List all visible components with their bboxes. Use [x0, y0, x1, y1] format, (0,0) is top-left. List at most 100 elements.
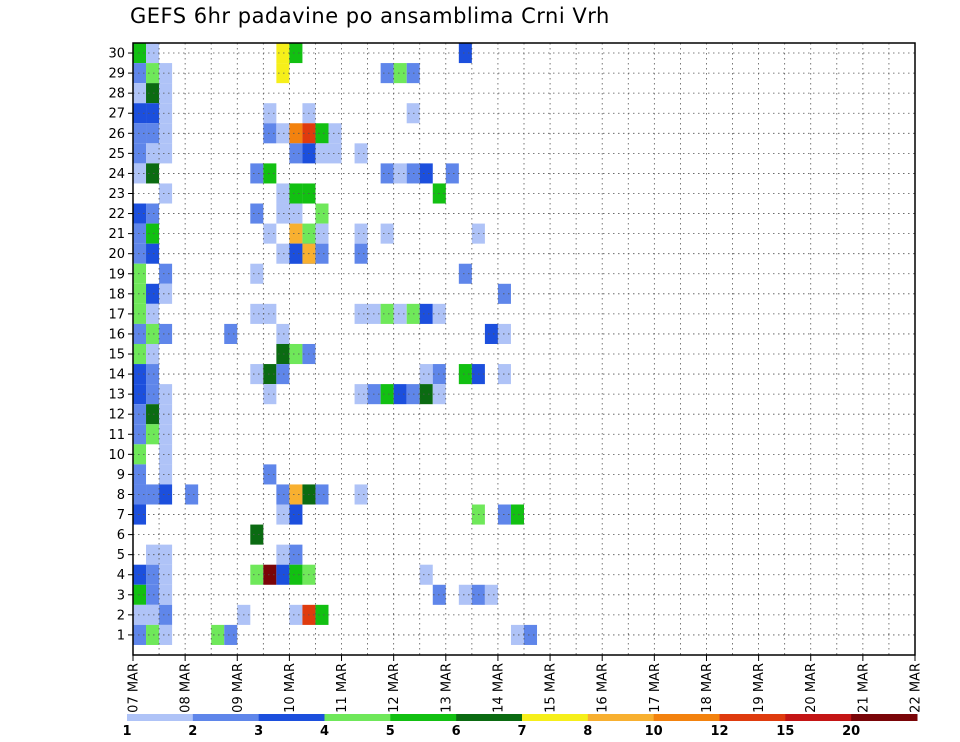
heatmap-cell — [185, 484, 199, 505]
heatmap-cell — [380, 384, 394, 405]
heatmap-cell — [133, 163, 147, 184]
x-tick-label: 20 MAR — [804, 663, 819, 713]
heatmap-cell — [146, 83, 160, 104]
heatmap-cell — [250, 364, 264, 385]
heatmap-cell — [159, 584, 173, 605]
heatmap-cell — [133, 43, 147, 64]
heatmap-cell — [328, 123, 342, 144]
heatmap-cell — [315, 484, 329, 505]
heatmap-cell — [133, 263, 147, 284]
heatmap-cell — [263, 223, 277, 244]
heatmap-cell — [263, 163, 277, 184]
colorbar-label: 15 — [776, 724, 794, 739]
heatmap-cell — [146, 364, 160, 385]
heatmap-cell — [211, 624, 225, 645]
heatmap-cell — [263, 103, 277, 124]
y-tick-label: 11 — [108, 428, 125, 443]
heatmap-cell — [315, 223, 329, 244]
colorbar-label: 2 — [188, 724, 197, 739]
x-tick-label: 10 MAR — [283, 663, 298, 713]
y-tick-label: 27 — [108, 107, 125, 122]
y-tick-label: 8 — [117, 488, 125, 503]
heatmap-cell — [263, 384, 277, 405]
heatmap-cell — [263, 364, 277, 385]
x-tick-label: 11 MAR — [335, 663, 350, 713]
heatmap-cell — [289, 143, 303, 164]
heatmap-cell — [315, 604, 329, 625]
heatmap-cell — [354, 384, 368, 405]
heatmap-cell — [276, 323, 290, 344]
heatmap-cell — [159, 83, 173, 104]
heatmap-cell — [289, 544, 303, 565]
heatmap-cell — [393, 63, 407, 84]
heatmap-cell — [133, 424, 147, 445]
x-tick-label: 08 MAR — [179, 663, 194, 713]
colorbar-label: 10 — [645, 724, 663, 739]
y-tick-label: 2 — [117, 608, 125, 623]
x-tick-label: 14 MAR — [491, 663, 506, 713]
heatmap-cell — [146, 424, 160, 445]
heatmap-cell — [250, 263, 264, 284]
heatmap-cell — [276, 364, 290, 385]
heatmap-cell — [133, 103, 147, 124]
heatmap-cell — [315, 203, 329, 224]
heatmap-cell — [289, 564, 303, 585]
y-tick-label: 22 — [108, 207, 125, 222]
heatmap-cell — [133, 243, 147, 264]
y-tick-label: 17 — [108, 307, 125, 322]
heatmap-cell — [315, 243, 329, 264]
heatmap-cell — [133, 364, 147, 385]
colorbar-label: 3 — [254, 724, 263, 739]
heatmap-cell — [510, 504, 524, 525]
heatmap-cell — [263, 303, 277, 324]
heatmap-cell — [354, 243, 368, 264]
heatmap-cell — [146, 564, 160, 585]
heatmap-cell — [133, 203, 147, 224]
heatmap-cell — [250, 163, 264, 184]
heatmap-cell — [159, 183, 173, 204]
heatmap-cell — [380, 163, 394, 184]
heatmap-cell — [146, 203, 160, 224]
colorbar-swatch — [653, 714, 720, 721]
heatmap-cell — [133, 123, 147, 144]
heatmap-cell — [224, 323, 238, 344]
colorbar-swatch — [456, 714, 523, 721]
heatmap-cell — [250, 564, 264, 585]
colorbar-label: 1 — [122, 724, 131, 739]
heatmap-cell — [133, 504, 147, 525]
x-tick-label: 13 MAR — [439, 663, 454, 713]
heatmap-cell — [146, 384, 160, 405]
heatmap-cell — [146, 303, 160, 324]
colorbar-label: 5 — [386, 724, 395, 739]
heatmap-cell — [146, 624, 160, 645]
colorbar-swatch — [719, 714, 786, 721]
x-tick-label: 18 MAR — [700, 663, 715, 713]
heatmap-cell — [159, 444, 173, 465]
heatmap-cell — [289, 183, 303, 204]
y-tick-label: 14 — [108, 368, 125, 383]
heatmap-cell — [159, 143, 173, 164]
heatmap-cell — [289, 123, 303, 144]
heatmap-cell — [146, 604, 160, 625]
colorbar-label: 7 — [517, 724, 526, 739]
heatmap-cell — [380, 223, 394, 244]
heatmap-cell — [445, 163, 459, 184]
heatmap-cell — [133, 143, 147, 164]
heatmap-cell — [315, 123, 329, 144]
heatmap-cell — [146, 584, 160, 605]
heatmap-cell — [393, 303, 407, 324]
heatmap-cell — [146, 243, 160, 264]
heatmap-cell — [146, 143, 160, 164]
heatmap-cell — [419, 163, 433, 184]
y-tick-label: 18 — [108, 287, 125, 302]
grid-lines — [133, 43, 915, 655]
heatmap-cell — [250, 303, 264, 324]
chart-title: GEFS 6hr padavine po ansamblima Crni Vrh — [130, 4, 610, 28]
heatmap-cell — [276, 43, 290, 64]
x-tick-label: 21 MAR — [856, 663, 871, 713]
heatmap-cell — [133, 464, 147, 485]
heatmap-cell — [133, 63, 147, 84]
heatmap-cell — [354, 484, 368, 505]
heatmap-cell — [146, 323, 160, 344]
heatmap-cell — [250, 203, 264, 224]
